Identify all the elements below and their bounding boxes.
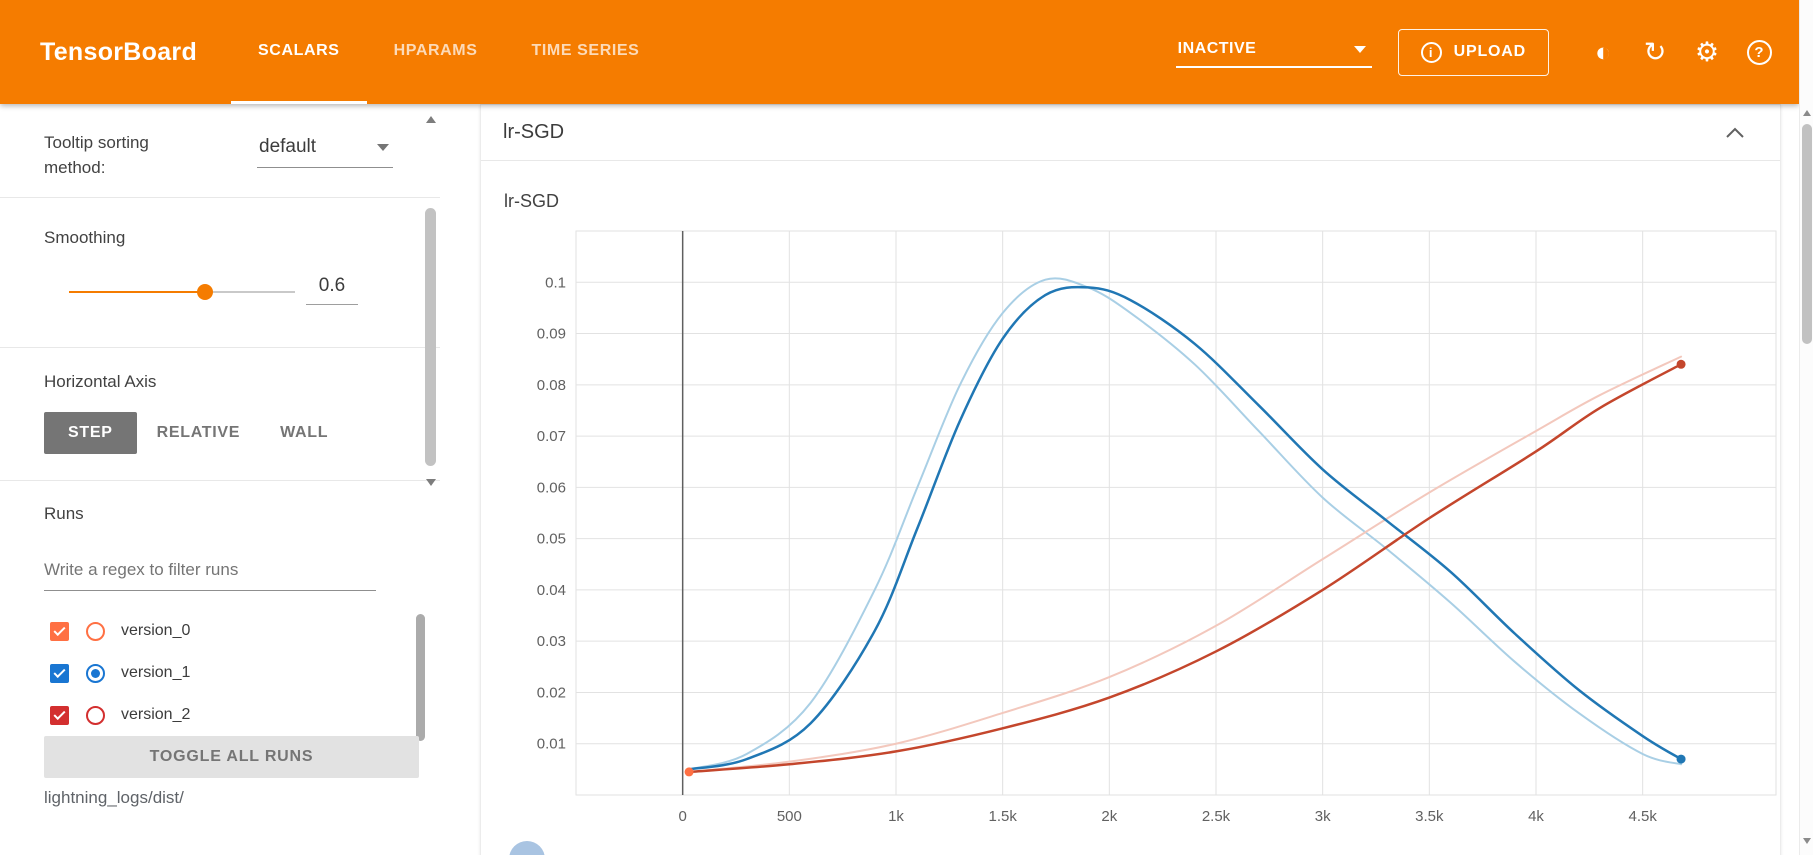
svg-text:0.07: 0.07 <box>537 428 566 445</box>
app-logo: TensorBoard <box>40 37 198 66</box>
svg-text:0: 0 <box>678 808 686 825</box>
svg-text:0.02: 0.02 <box>537 684 566 701</box>
run-radio[interactable] <box>86 621 105 641</box>
info-icon: i <box>1420 41 1442 63</box>
radio-dot-icon <box>91 627 100 636</box>
svg-text:0.05: 0.05 <box>537 531 566 548</box>
main-tabs: SCALARS HPARAMS TIME SERIES <box>231 0 666 104</box>
scroll-up-icon[interactable] <box>1803 110 1811 116</box>
check-icon <box>53 707 66 720</box>
axis-relative-button[interactable]: RELATIVE <box>137 412 261 454</box>
svg-text:1.5k: 1.5k <box>988 808 1017 825</box>
divider <box>0 480 440 481</box>
tab-hparams[interactable]: HPARAMS <box>393 41 478 59</box>
toggle-all-runs-button[interactable]: TOGGLE ALL RUNS <box>44 736 419 778</box>
svg-text:4.5k: 4.5k <box>1628 808 1657 825</box>
header-icon-group: ◐ ↻ ⚙ ? <box>1577 26 1785 78</box>
settings-scrollbar[interactable] <box>424 112 437 486</box>
svg-text:0.03: 0.03 <box>537 633 566 650</box>
radio-dot-icon <box>91 711 100 720</box>
page-scrollbar[interactable] <box>1799 0 1813 855</box>
scalar-card: lr-SGD lr-SGD 0 500 1k 1.5k 2k 2.5k 3k 3.5k 4k 4.… <box>480 104 1781 855</box>
run-label: version_0 <box>121 622 191 639</box>
svg-text:1k: 1k <box>888 808 904 825</box>
card-header: lr-SGD <box>481 105 1780 161</box>
scalar-chart[interactable]: 0 500 1k 1.5k 2k 2.5k 3k 3.5k 4k 4.5k 0.01 0.02 0.03… <box>501 217 1782 839</box>
settings-gear-icon[interactable]: ⚙ <box>1694 36 1720 67</box>
status-dropdown[interactable]: INACTIVE <box>1175 36 1372 68</box>
scrollbar-thumb[interactable] <box>1802 124 1812 344</box>
run-label: version_1 <box>121 664 191 681</box>
svg-text:0.01: 0.01 <box>537 736 566 753</box>
divider <box>0 197 440 198</box>
upload-button-label: UPLOAD <box>1453 43 1526 60</box>
run-row[interactable]: version_0 <box>50 610 410 652</box>
horizontal-axis-label: Horizontal Axis <box>44 372 157 391</box>
brightness-icon[interactable]: ◐ <box>1594 36 1612 67</box>
run-radio[interactable] <box>86 705 105 725</box>
svg-text:0.1: 0.1 <box>545 274 566 291</box>
help-icon[interactable]: ? <box>1733 26 1785 78</box>
scroll-down-icon[interactable] <box>426 479 436 486</box>
run-label: version_2 <box>121 706 191 723</box>
chart-toolbar <box>509 841 641 855</box>
collapse-chevron-icon[interactable] <box>1724 126 1746 140</box>
horizontal-axis-buttons: STEP RELATIVE WALL <box>44 412 348 454</box>
dropdown-arrow-icon <box>1353 45 1366 53</box>
svg-text:0.04: 0.04 <box>537 582 566 599</box>
radio-dot-icon <box>91 668 100 678</box>
scrollbar-thumb[interactable] <box>425 208 436 466</box>
tooltip-sorting-dropdown[interactable]: default <box>257 134 393 168</box>
run-checkbox[interactable] <box>50 663 69 683</box>
check-icon <box>53 623 66 636</box>
tooltip-sorting-label: Tooltip sorting method: <box>44 133 149 177</box>
smoothing-label: Smoothing <box>44 228 126 247</box>
upload-button[interactable]: i UPLOAD <box>1397 28 1549 76</box>
status-dropdown-value: INACTIVE <box>1177 40 1257 57</box>
runs-list: version_0 version_1 version_2 <box>50 610 410 736</box>
scroll-up-icon[interactable] <box>426 116 436 123</box>
slider-fill <box>69 291 205 293</box>
run-row[interactable]: version_2 <box>50 694 410 736</box>
smoothing-value-input[interactable]: 0.6 <box>306 269 358 305</box>
svg-text:0.08: 0.08 <box>537 377 566 394</box>
svg-text:0.06: 0.06 <box>537 479 566 496</box>
dropdown-arrow-icon <box>377 143 389 151</box>
svg-text:2.5k: 2.5k <box>1202 808 1231 825</box>
slider-thumb[interactable] <box>196 284 213 300</box>
sidebar: Tooltip sorting method: default Smoothin… <box>0 104 440 855</box>
divider <box>0 347 440 348</box>
axis-wall-button[interactable]: WALL <box>260 412 348 454</box>
check-icon <box>53 665 66 678</box>
help-question-glyph: ? <box>1746 39 1772 65</box>
runs-filter-input[interactable] <box>44 556 376 591</box>
svg-text:0.09: 0.09 <box>537 326 566 343</box>
axis-step-button[interactable]: STEP <box>44 412 137 454</box>
svg-text:3.5k: 3.5k <box>1415 808 1444 825</box>
card-title: lr-SGD <box>503 121 565 143</box>
run-radio[interactable] <box>86 663 105 683</box>
smoothing-slider[interactable] <box>69 282 295 302</box>
run-checkbox[interactable] <box>50 705 69 725</box>
tooltip-sorting-value: default <box>259 136 317 157</box>
runs-section-label: Runs <box>44 504 84 523</box>
run-row[interactable]: version_1 <box>50 652 410 694</box>
svg-text:4k: 4k <box>1528 808 1544 825</box>
runs-scrollbar-thumb[interactable] <box>416 614 425 741</box>
tab-scalars[interactable]: SCALARS <box>231 0 367 104</box>
refresh-icon[interactable]: ↻ <box>1643 36 1667 67</box>
svg-text:2k: 2k <box>1101 808 1117 825</box>
tab-time-series[interactable]: TIME SERIES <box>531 41 640 59</box>
run-checkbox[interactable] <box>50 621 69 641</box>
fit-data-icon[interactable] <box>509 841 545 855</box>
svg-text:500: 500 <box>777 808 802 825</box>
log-directory-label: lightning_logs/dist/ <box>44 788 184 807</box>
app-header: TensorBoard SCALARS HPARAMS TIME SERIES … <box>0 0 1799 104</box>
scroll-down-icon[interactable] <box>1803 838 1811 844</box>
chart-title: lr-SGD <box>504 191 559 211</box>
svg-text:3k: 3k <box>1315 808 1331 825</box>
